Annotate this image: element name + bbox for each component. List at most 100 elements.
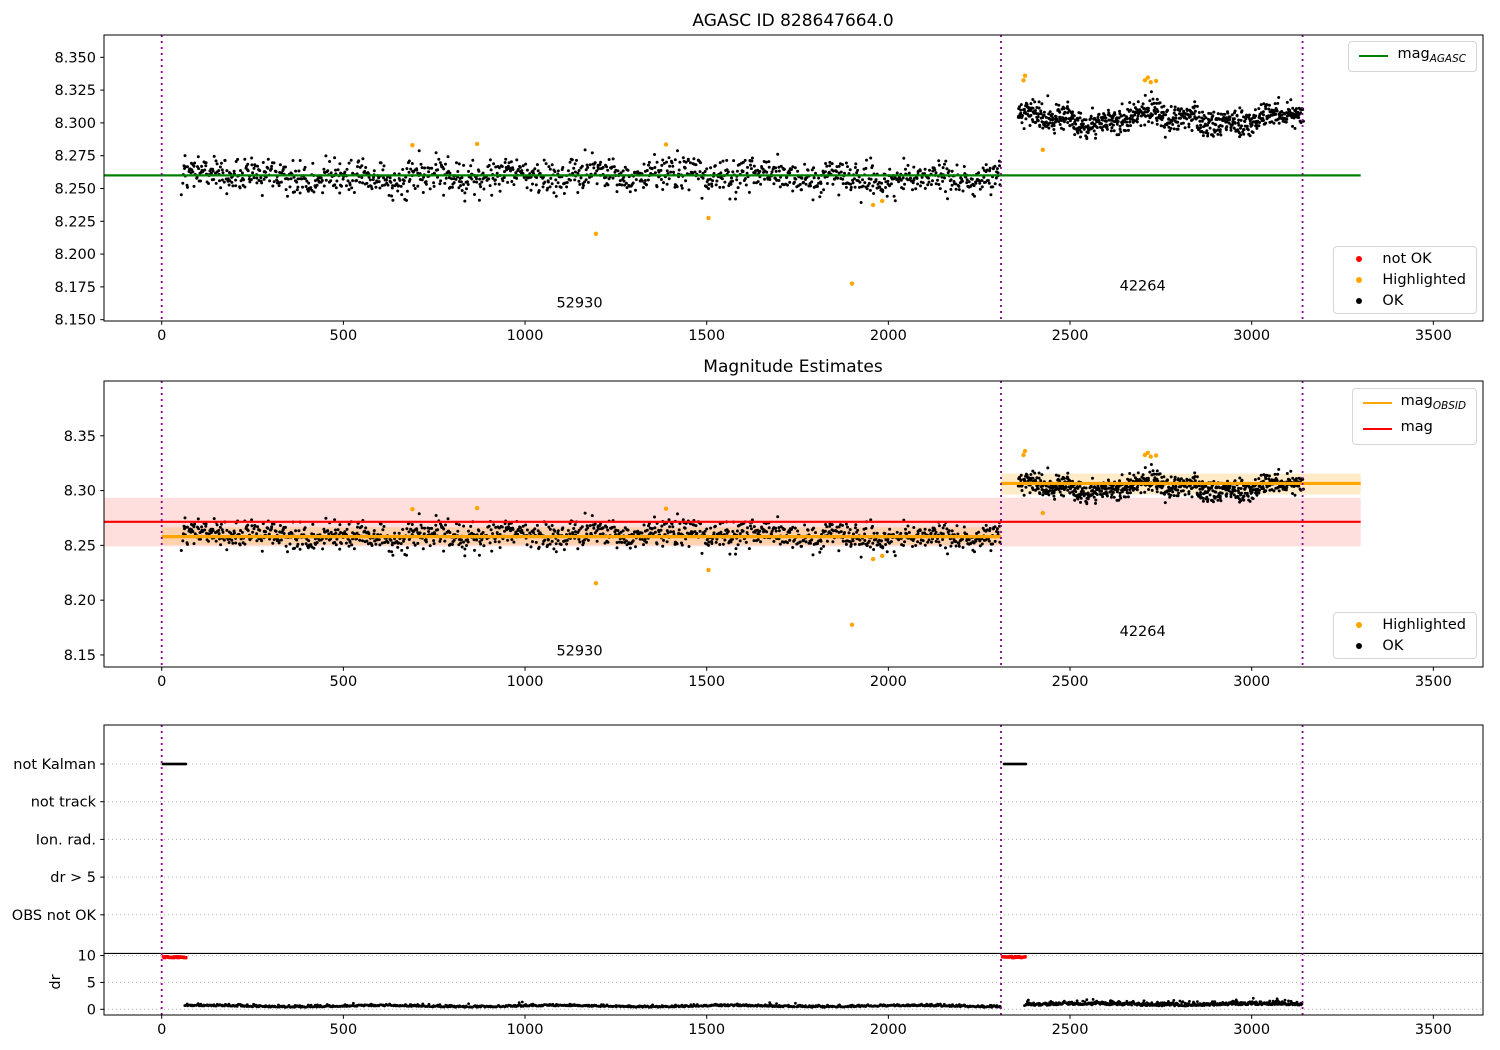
legend-label-sub: OBSID — [1432, 399, 1466, 412]
x-tick-label: 500 — [330, 1022, 358, 1038]
y-tick-label: 8.175 — [54, 280, 96, 296]
legend-item-mag: mag — [1362, 419, 1466, 440]
legend-item-highlighted: Highlighted — [1344, 272, 1466, 288]
x-tick-label: 1500 — [688, 674, 725, 690]
x-tick-label: 0 — [157, 328, 166, 344]
x-tick-label: 2500 — [1052, 674, 1089, 690]
highlighted-marker-icon — [1355, 622, 1362, 628]
legend-label-mag-agasc: magAGASC — [1397, 46, 1466, 67]
highlighted-marker-icon — [1355, 277, 1362, 283]
obsid-annotation: 42264 — [1120, 624, 1166, 640]
highlighted-marker-sample-wrap — [1344, 622, 1373, 628]
legend-label-mag-obsid: magOBSID — [1401, 393, 1466, 414]
dr-axis-label: dr — [48, 974, 64, 989]
obsid-annotation: 52930 — [556, 296, 602, 312]
legend-label-highlighted: Highlighted — [1382, 272, 1466, 288]
legend-mag-obsid: magOBSID mag — [1351, 388, 1477, 445]
legend-label-mag: mag — [1401, 419, 1433, 440]
x-tick-label: 1000 — [507, 1022, 544, 1038]
y-tick-label: 8.30 — [64, 484, 96, 500]
x-tick-label: 500 — [330, 328, 358, 344]
legend-label-main: mag — [1400, 393, 1433, 409]
legend-label-main: mag — [1400, 418, 1433, 435]
legend-top-markers: not OK Highlighted OK — [1333, 246, 1477, 314]
highlighted-points — [410, 448, 1159, 627]
mag-agasc-line-sample — [1359, 55, 1389, 58]
legend-label-highlighted: Highlighted — [1382, 617, 1466, 633]
x-tick-label: 3500 — [1415, 674, 1452, 690]
legend-label-ok: OK — [1382, 638, 1404, 654]
flag-tick-label: not Kalman — [13, 757, 96, 773]
x-tick-label: 0 — [157, 674, 166, 690]
y-tick-label: 8.15 — [64, 648, 96, 664]
y-tick-label: 8.300 — [54, 116, 96, 132]
legend-item-mag-agasc: magAGASC — [1359, 46, 1466, 67]
y-tick-label: 8.35 — [64, 429, 96, 445]
flag-tick-label: OBS not OK — [12, 908, 97, 924]
legend-label-ok: OK — [1382, 293, 1404, 309]
x-tick-label: 2500 — [1052, 328, 1089, 344]
x-tick-label: 0 — [157, 1022, 166, 1038]
flag-tick-label: dr > 5 — [50, 870, 96, 886]
y-tick-label: 8.20 — [64, 593, 96, 609]
dr-clipped-markers — [161, 954, 188, 960]
x-tick-label: 1500 — [688, 1022, 725, 1038]
legend-item-ok: OK — [1344, 293, 1466, 309]
flag-event-markers — [1002, 762, 1028, 766]
legend-label-main: mag — [1397, 46, 1430, 62]
x-tick-label: 2000 — [870, 674, 907, 690]
y-tick-label: 8.325 — [54, 83, 96, 99]
flag-event-markers — [161, 762, 188, 766]
legend-mag-agasc: magAGASC — [1348, 41, 1477, 72]
x-tick-label: 3000 — [1233, 328, 1270, 344]
flag-tick-label: not track — [31, 795, 97, 811]
legend-item-highlighted: Highlighted — [1344, 617, 1466, 633]
highlighted-points — [410, 73, 1159, 286]
highlighted-marker-sample-wrap — [1344, 277, 1373, 283]
ok-marker-icon — [1355, 643, 1362, 649]
y-tick-label: 8.350 — [54, 50, 96, 66]
y-tick-label: 8.250 — [54, 181, 96, 197]
not-ok-marker-icon — [1355, 256, 1362, 262]
legend-label-sub: AGASC — [1429, 52, 1466, 65]
mag-obsid-line-sample — [1362, 402, 1392, 405]
bottom-plot-spines — [103, 724, 1484, 1016]
dr-tick-label: 10 — [78, 949, 96, 965]
obsid-annotation: 42264 — [1120, 279, 1166, 295]
dr-points — [183, 996, 1304, 1009]
y-tick-label: 8.25 — [64, 538, 96, 554]
y-tick-label: 8.200 — [54, 247, 96, 263]
x-tick-label: 500 — [330, 674, 358, 690]
ok-points — [179, 90, 1305, 204]
legend-item-not-ok: not OK — [1344, 251, 1466, 267]
x-tick-label: 1000 — [507, 674, 544, 690]
middle-plot-title: Magnitude Estimates — [703, 357, 883, 377]
ok-marker-sample-wrap — [1344, 298, 1373, 304]
legend-item-ok: OK — [1344, 638, 1466, 654]
top-plot-spines — [103, 34, 1484, 322]
x-tick-label: 3000 — [1233, 674, 1270, 690]
legend-label-not-ok: not OK — [1382, 251, 1432, 267]
x-tick-label: 1500 — [688, 328, 725, 344]
legend-middle-markers: Highlighted OK — [1333, 612, 1477, 659]
x-tick-label: 2000 — [870, 1022, 907, 1038]
not-ok-marker-sample-wrap — [1344, 256, 1373, 262]
y-tick-label: 8.225 — [54, 214, 96, 230]
dr-tick-label: 0 — [87, 1002, 96, 1018]
x-tick-label: 3500 — [1415, 1022, 1452, 1038]
ok-marker-sample-wrap — [1344, 643, 1373, 649]
obsid-annotation: 52930 — [556, 644, 602, 660]
ok-marker-icon — [1355, 298, 1362, 304]
flag-tick-label: Ion. rad. — [36, 832, 96, 848]
dr-clipped-markers — [1001, 954, 1027, 960]
x-tick-label: 2500 — [1052, 1022, 1089, 1038]
legend-item-mag-obsid: magOBSID — [1362, 393, 1466, 414]
y-tick-label: 8.150 — [54, 313, 96, 329]
x-tick-label: 3000 — [1233, 1022, 1270, 1038]
y-tick-label: 8.275 — [54, 149, 96, 165]
dr-tick-label: 5 — [87, 975, 96, 991]
mag-line-sample — [1362, 428, 1392, 431]
x-tick-label: 1000 — [507, 328, 544, 344]
